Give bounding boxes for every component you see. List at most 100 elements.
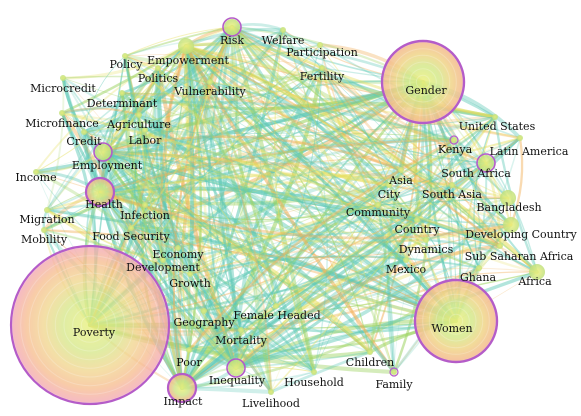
label-microfinance: Microfinance [25, 117, 99, 130]
edge [234, 218, 419, 370]
edge [144, 26, 233, 206]
label-welfare: Welfare [262, 34, 305, 47]
edge [144, 204, 418, 237]
label-female-headed: Female Headed [233, 309, 320, 322]
label-determinant: Determinant [87, 97, 158, 110]
edge [60, 44, 188, 115]
node-circle [41, 227, 47, 233]
edge [157, 67, 190, 351]
edge [124, 55, 487, 164]
label-economy: Economy [152, 248, 204, 261]
node-circle [414, 217, 420, 223]
edge [98, 190, 513, 240]
edge [143, 128, 380, 207]
edge [138, 114, 237, 369]
node-household [311, 369, 317, 375]
edge [473, 116, 496, 269]
edge [203, 259, 407, 312]
node-circle [391, 369, 397, 375]
node-circle [478, 155, 494, 171]
node-circle [81, 129, 87, 135]
edge [101, 150, 391, 187]
edge [208, 80, 458, 323]
node-circle [160, 257, 166, 263]
edge [138, 114, 164, 261]
node-circle [224, 19, 240, 35]
edge [181, 139, 455, 389]
node-migration [44, 207, 50, 213]
node-community [375, 202, 381, 208]
edge [425, 223, 512, 241]
edge [189, 239, 427, 275]
node-band [435, 300, 477, 342]
edge [130, 204, 379, 229]
edge [282, 29, 328, 373]
node-development [160, 257, 166, 263]
edge [137, 28, 285, 117]
edge [43, 169, 402, 235]
edge [61, 76, 238, 370]
edge [102, 151, 242, 331]
edge [120, 25, 234, 95]
label-vulnerability: Vulnerability [173, 85, 246, 98]
edge [453, 139, 482, 269]
edge [235, 67, 323, 369]
node-employment [93, 142, 113, 162]
node-south-africa [476, 153, 496, 173]
edge [184, 44, 481, 270]
edge [119, 90, 459, 324]
label-growth: Growth [169, 277, 211, 290]
edge [121, 92, 183, 389]
edge [138, 114, 407, 261]
edge [209, 81, 501, 247]
edge [185, 45, 272, 393]
node-circle [398, 167, 404, 173]
node-food-security [128, 225, 134, 231]
edge [144, 137, 455, 206]
node-ring [380, 39, 466, 125]
label-asia: Asia [388, 174, 413, 187]
node-policy [122, 53, 128, 59]
node-ghana [476, 265, 482, 271]
node-circle [375, 202, 381, 208]
label-women: Women [431, 322, 472, 335]
label-mobility: Mobility [21, 233, 68, 246]
edge [102, 151, 418, 221]
edge [99, 191, 205, 312]
edge [185, 45, 242, 331]
edge [101, 150, 458, 323]
node-circle [187, 271, 193, 277]
edge [424, 238, 539, 274]
node-city [386, 182, 392, 188]
edge [144, 26, 233, 206]
node-circle [423, 237, 429, 243]
node-circle [517, 135, 523, 141]
edge [83, 131, 315, 373]
edge [184, 44, 539, 274]
node-ring [389, 367, 399, 377]
edge [230, 25, 273, 394]
edge [185, 45, 407, 261]
edge [377, 116, 496, 206]
node-circle [476, 265, 482, 271]
node-dynamics [423, 237, 429, 243]
edge [180, 28, 285, 390]
node-circle [169, 375, 195, 401]
edge [184, 44, 238, 370]
node-inequality [226, 358, 246, 378]
node-impact [166, 372, 198, 404]
edge [313, 116, 496, 373]
edge [376, 201, 513, 227]
node-band [448, 313, 464, 329]
edge [415, 115, 497, 222]
edge [102, 151, 512, 226]
edge [46, 209, 191, 275]
edge [155, 66, 184, 390]
node-health [84, 176, 116, 208]
edge [189, 255, 480, 275]
edge [143, 25, 234, 207]
edge [189, 220, 512, 275]
edge [184, 44, 238, 370]
edge [137, 113, 278, 308]
node-ring [9, 244, 171, 406]
